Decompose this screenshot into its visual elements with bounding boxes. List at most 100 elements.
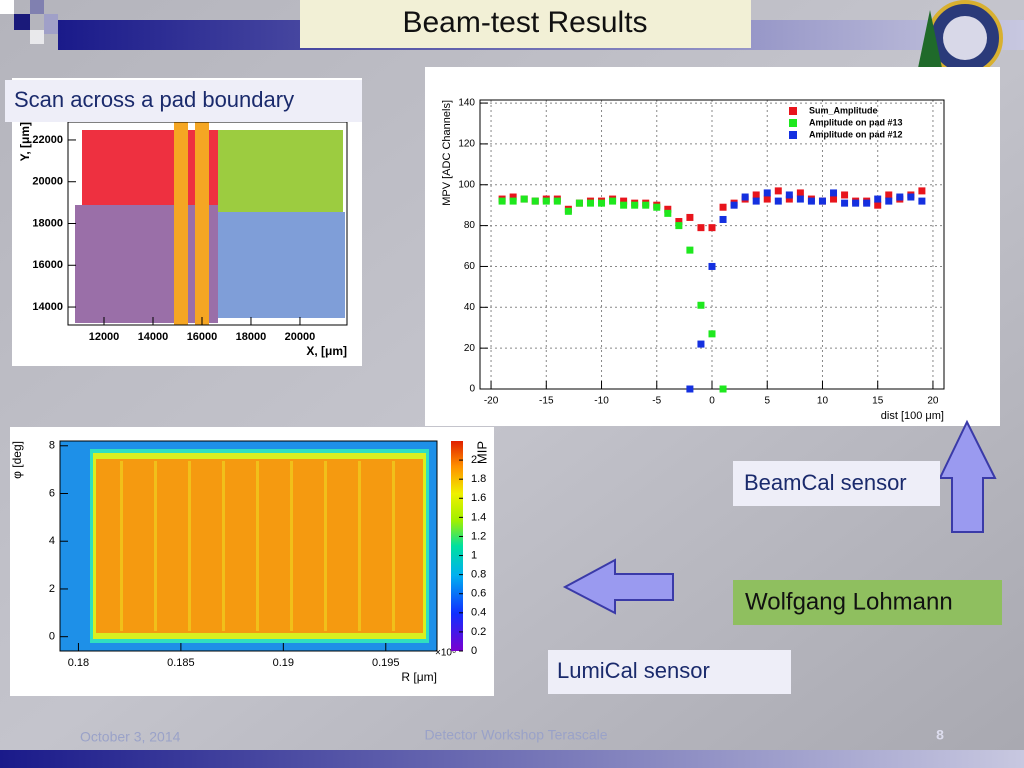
arrow-left [562,558,674,615]
marker [620,197,628,205]
x-tick-label: 15 [872,396,884,407]
y-axis-label: MPV [ADC Channels] [441,100,453,206]
marker [686,213,694,221]
marker [697,340,705,348]
heat-streak [154,461,157,631]
marker [830,189,838,197]
density-region [75,205,218,323]
label-box [5,80,362,122]
marker [730,201,738,209]
marker [708,224,716,232]
x-tick-label: 20000 [285,331,316,343]
marker [763,195,771,203]
y-tick-label: 100 [458,179,475,190]
colorbar [451,441,463,651]
marker [774,187,782,195]
y-tick-label: 8 [49,440,55,452]
heat-core [96,459,423,633]
legend-swatch [789,131,797,139]
marker [509,197,517,205]
marker [719,203,727,211]
marker [642,201,650,209]
legend-swatch [789,119,797,127]
x-tick-label: 20 [927,396,939,407]
colorbar-tick-label: 1 [471,549,477,561]
plot-frame [59,440,438,652]
author: Wolfgang Lohmann [745,588,953,615]
marker [653,203,661,211]
x-tick-label: 0.195 [372,657,400,669]
marker [885,191,893,199]
colorbar-tick-label: 1.4 [471,511,486,523]
marker [796,189,804,197]
marker [719,215,727,223]
marker [863,199,871,207]
colorbar-tick-label: 1.8 [471,473,486,485]
marker [807,197,815,205]
marker [553,197,561,205]
colorbar-tick-label: 0.2 [471,626,486,638]
marker [774,197,782,205]
x-multiplier: ×10⁶ [435,648,456,659]
marker [785,195,793,203]
marker [763,189,771,197]
colorbar-label: MIP [474,441,489,464]
pad-gap [195,122,209,325]
marker [675,222,683,230]
marker [609,197,617,205]
footer-date: October 3, 2014 [80,729,181,745]
y-tick-label: 140 [458,98,475,109]
colorbar-tick-label: 0 [471,645,477,657]
label-box [733,461,940,506]
marker [564,207,572,215]
y-tick-label: 20000 [32,176,63,188]
y-tick-label: 4 [49,535,55,547]
colorbar-tick-label: 1.2 [471,530,486,542]
y-axis-label: φ [deg] [10,441,24,479]
marker [686,385,694,393]
marker [675,218,683,226]
y-tick-label: 60 [464,261,476,272]
marker [896,193,904,201]
heat-streak [222,461,225,631]
marker [752,197,760,205]
y-tick-label: 22000 [32,134,63,146]
x-tick-label: -10 [594,396,609,407]
x-tick-label: -20 [484,396,499,407]
x-tick-label: 0.19 [273,657,294,669]
x-axis-label: dist [100 μm] [881,410,944,422]
label-box [733,580,1002,625]
heat-streak [256,461,259,631]
marker [631,201,639,209]
colorbar-tick-label: 2 [471,454,477,466]
colorbar-tick-label: 0.6 [471,588,486,600]
marker [852,199,860,207]
marker [708,262,716,270]
x-axis-label: X, [μm] [306,344,347,358]
y-tick-label: 0 [469,384,475,395]
x-tick-label: 18000 [236,331,267,343]
marker [874,195,882,203]
y-tick-label: 14000 [32,301,63,313]
title-box [300,0,751,48]
x-tick-label: 14000 [138,331,169,343]
marker [918,197,926,205]
beamcal-label: BeamCal sensor [744,470,907,495]
x-tick-label: -15 [539,396,554,407]
marker [796,195,804,203]
y-axis-label: Y, [μm] [18,122,32,161]
y-tick-label: 18000 [32,217,63,229]
x-tick-label: 12000 [89,331,120,343]
x-axis-label: R [μm] [401,670,437,684]
legend-label: Sum_Amplitude [809,105,878,115]
scan-label: Scan across a pad boundary [14,87,294,112]
y-tick-label: 16000 [32,259,63,271]
marker [620,201,628,209]
marker [719,385,727,393]
marker [664,205,672,213]
page-number: 8 [936,727,944,743]
marker [841,199,849,207]
y-tick-label: 0 [49,631,55,643]
marker [874,201,882,209]
